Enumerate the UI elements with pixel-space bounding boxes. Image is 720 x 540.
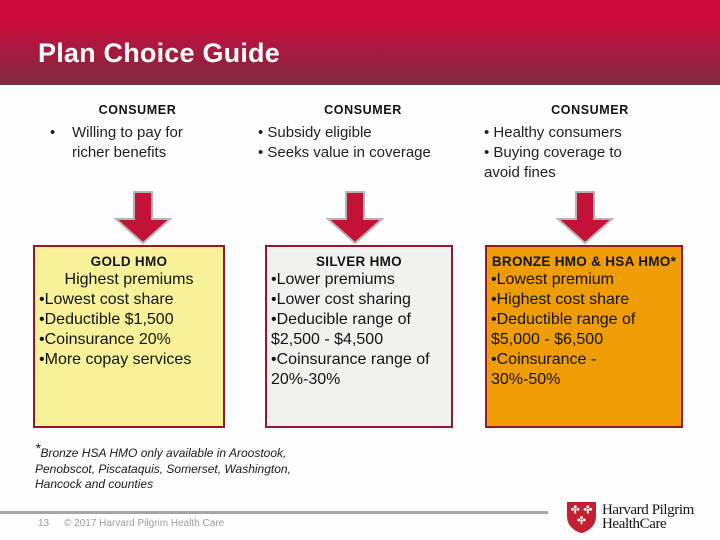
plan-title: BRONZE HMO & HSA HMO* [491, 254, 677, 269]
list-item: Lowest cost share [39, 290, 219, 310]
footnote-marker: * [35, 440, 41, 456]
list-item: Deductible $1,500 [39, 310, 219, 330]
consumer-header: CONSUMER [98, 103, 177, 117]
copyright-text: © 2017 Harvard Pilgrim Health Care [64, 518, 225, 529]
list-item: More copay services [39, 350, 219, 370]
list-item: Highest cost share [491, 290, 667, 310]
down-arrow-icon [114, 191, 172, 245]
page-number: 13 [38, 518, 50, 529]
down-arrow-icon [326, 191, 384, 245]
consumer-bullet-list: Willing to pay for richer benefits [45, 123, 230, 163]
footnote-text: Bronze HSA HMO only available in Aroosto… [35, 446, 291, 491]
header-band: Plan Choice Guide [0, 0, 720, 85]
list-item: Seeks value in coverage [256, 143, 470, 163]
logo-line-1: Harvard Pilgrim [602, 502, 694, 518]
list-item: Coinsurance range of 20%-30% [271, 350, 447, 390]
list-item: Lower premiums [271, 270, 447, 290]
down-arrow-icon [556, 191, 614, 245]
consumer-header: CONSUMER [324, 103, 402, 117]
shield-icon [566, 502, 597, 534]
consumer-bullet-list: Subsidy eligible Seeks value in coverage [256, 123, 470, 163]
consumer-column-1: CONSUMER Willing to pay for richer benef… [45, 103, 230, 163]
list-item: Coinsurance - 30%-50% [491, 350, 667, 390]
list-item: Healthy consumers [482, 123, 642, 143]
list-item: Lower cost sharing [271, 290, 447, 310]
list-item: Lowest premium [491, 270, 667, 290]
plan-title: SILVER HMO [315, 254, 402, 269]
consumer-header: CONSUMER [551, 103, 629, 117]
list-item: Subsidy eligible [256, 123, 470, 143]
logo-line-2: HealthCare [602, 516, 667, 532]
gold-hmo-box: GOLD HMO Highest premiums Lowest cost sh… [33, 245, 225, 428]
list-item: Buying coverage to avoid fines [482, 143, 642, 183]
plan-title: GOLD HMO [90, 254, 168, 269]
silver-hmo-box: SILVER HMO Lower premiums Lower cost sha… [265, 245, 453, 428]
consumer-column-2: CONSUMER Subsidy eligible Seeks value in… [256, 103, 470, 163]
list-item: Willing to pay for richer benefits [50, 123, 212, 163]
page-title: Plan Choice Guide [38, 38, 280, 68]
consumer-bullet-list: Healthy consumers Buying coverage to avo… [482, 123, 698, 183]
plan-subtitle: Highest premiums [64, 271, 194, 288]
logo-wordmark: Harvard Pilgrim HealthCare [602, 502, 694, 532]
footer-divider [0, 511, 548, 514]
consumer-column-3: CONSUMER Healthy consumers Buying covera… [482, 103, 698, 183]
list-item: Deductible range of $5,000 - $6,500 [491, 310, 667, 350]
footnote: *Bronze HSA HMO only available in Aroost… [35, 440, 301, 493]
list-item: Deducible range of $2,500 - $4,500 [271, 310, 447, 350]
list-item: Coinsurance 20% [39, 330, 219, 350]
bronze-hmo-box: BRONZE HMO & HSA HMO* Lowest premium Hig… [485, 245, 683, 428]
harvard-pilgrim-logo: Harvard Pilgrim HealthCare [566, 501, 694, 534]
